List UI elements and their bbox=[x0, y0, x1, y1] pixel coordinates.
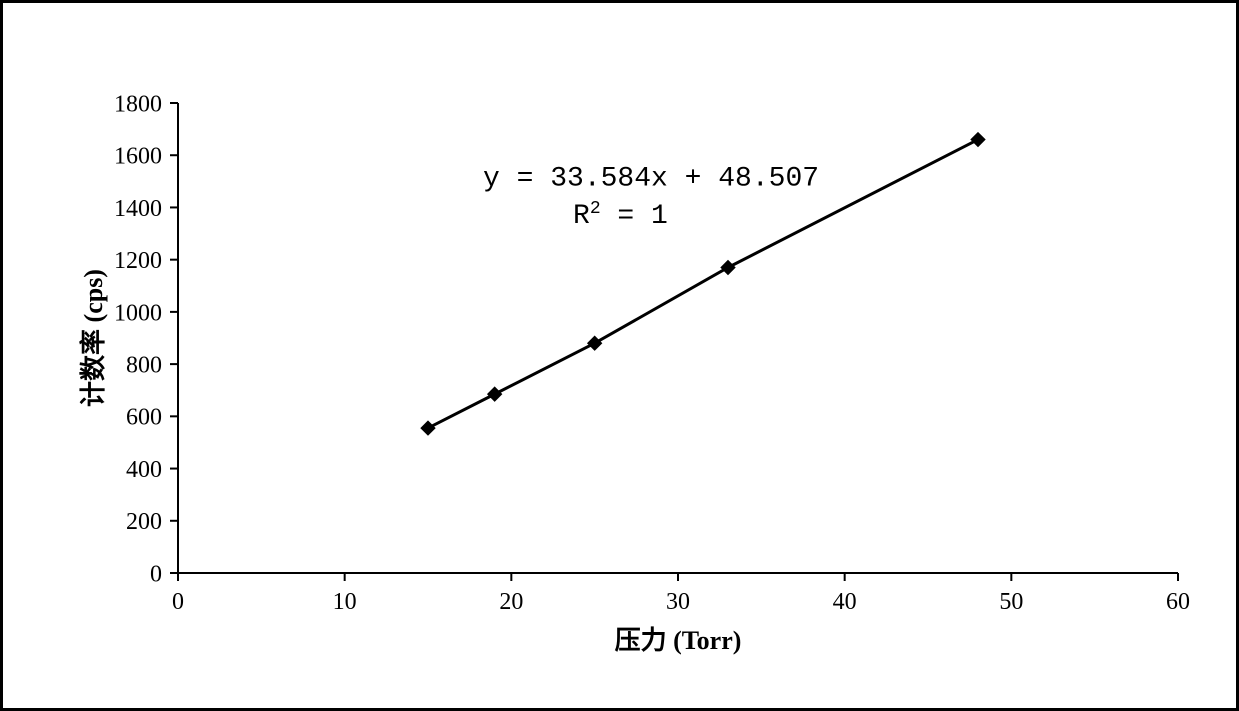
data-point-marker bbox=[488, 387, 502, 401]
chart-frame: 0102030405060020040060080010001200140016… bbox=[0, 0, 1239, 711]
y-tick-label: 400 bbox=[126, 457, 162, 483]
r-squared-annotation: R2 = 1 bbox=[573, 199, 668, 232]
y-tick-label: 1400 bbox=[114, 196, 162, 222]
y-tick-label: 800 bbox=[126, 353, 162, 379]
x-tick-label: 60 bbox=[1166, 589, 1190, 615]
x-tick-label: 30 bbox=[666, 589, 690, 615]
y-tick-label: 0 bbox=[150, 561, 162, 587]
x-tick-label: 40 bbox=[833, 589, 857, 615]
y-tick-label: 1200 bbox=[114, 248, 162, 274]
x-axis-label: 压力 (Torr) bbox=[615, 626, 742, 655]
y-tick-label: 200 bbox=[126, 509, 162, 535]
y-tick-label: 1800 bbox=[114, 91, 162, 117]
x-tick-label: 10 bbox=[333, 589, 357, 615]
data-point-marker bbox=[588, 336, 602, 350]
y-tick-label: 1600 bbox=[114, 144, 162, 170]
y-axis-label: 计数率 (cps) bbox=[78, 269, 108, 407]
x-tick-label: 0 bbox=[172, 589, 184, 615]
equation-annotation: y = 33.584x + 48.507 bbox=[483, 163, 819, 194]
y-tick-label: 1000 bbox=[114, 300, 162, 326]
x-tick-label: 50 bbox=[999, 589, 1023, 615]
data-point-marker bbox=[721, 261, 735, 275]
y-tick-label: 600 bbox=[126, 405, 162, 431]
data-point-marker bbox=[971, 133, 985, 147]
data-point-marker bbox=[421, 421, 435, 435]
x-tick-label: 20 bbox=[499, 589, 523, 615]
calibration-chart: 0102030405060020040060080010001200140016… bbox=[3, 3, 1236, 708]
